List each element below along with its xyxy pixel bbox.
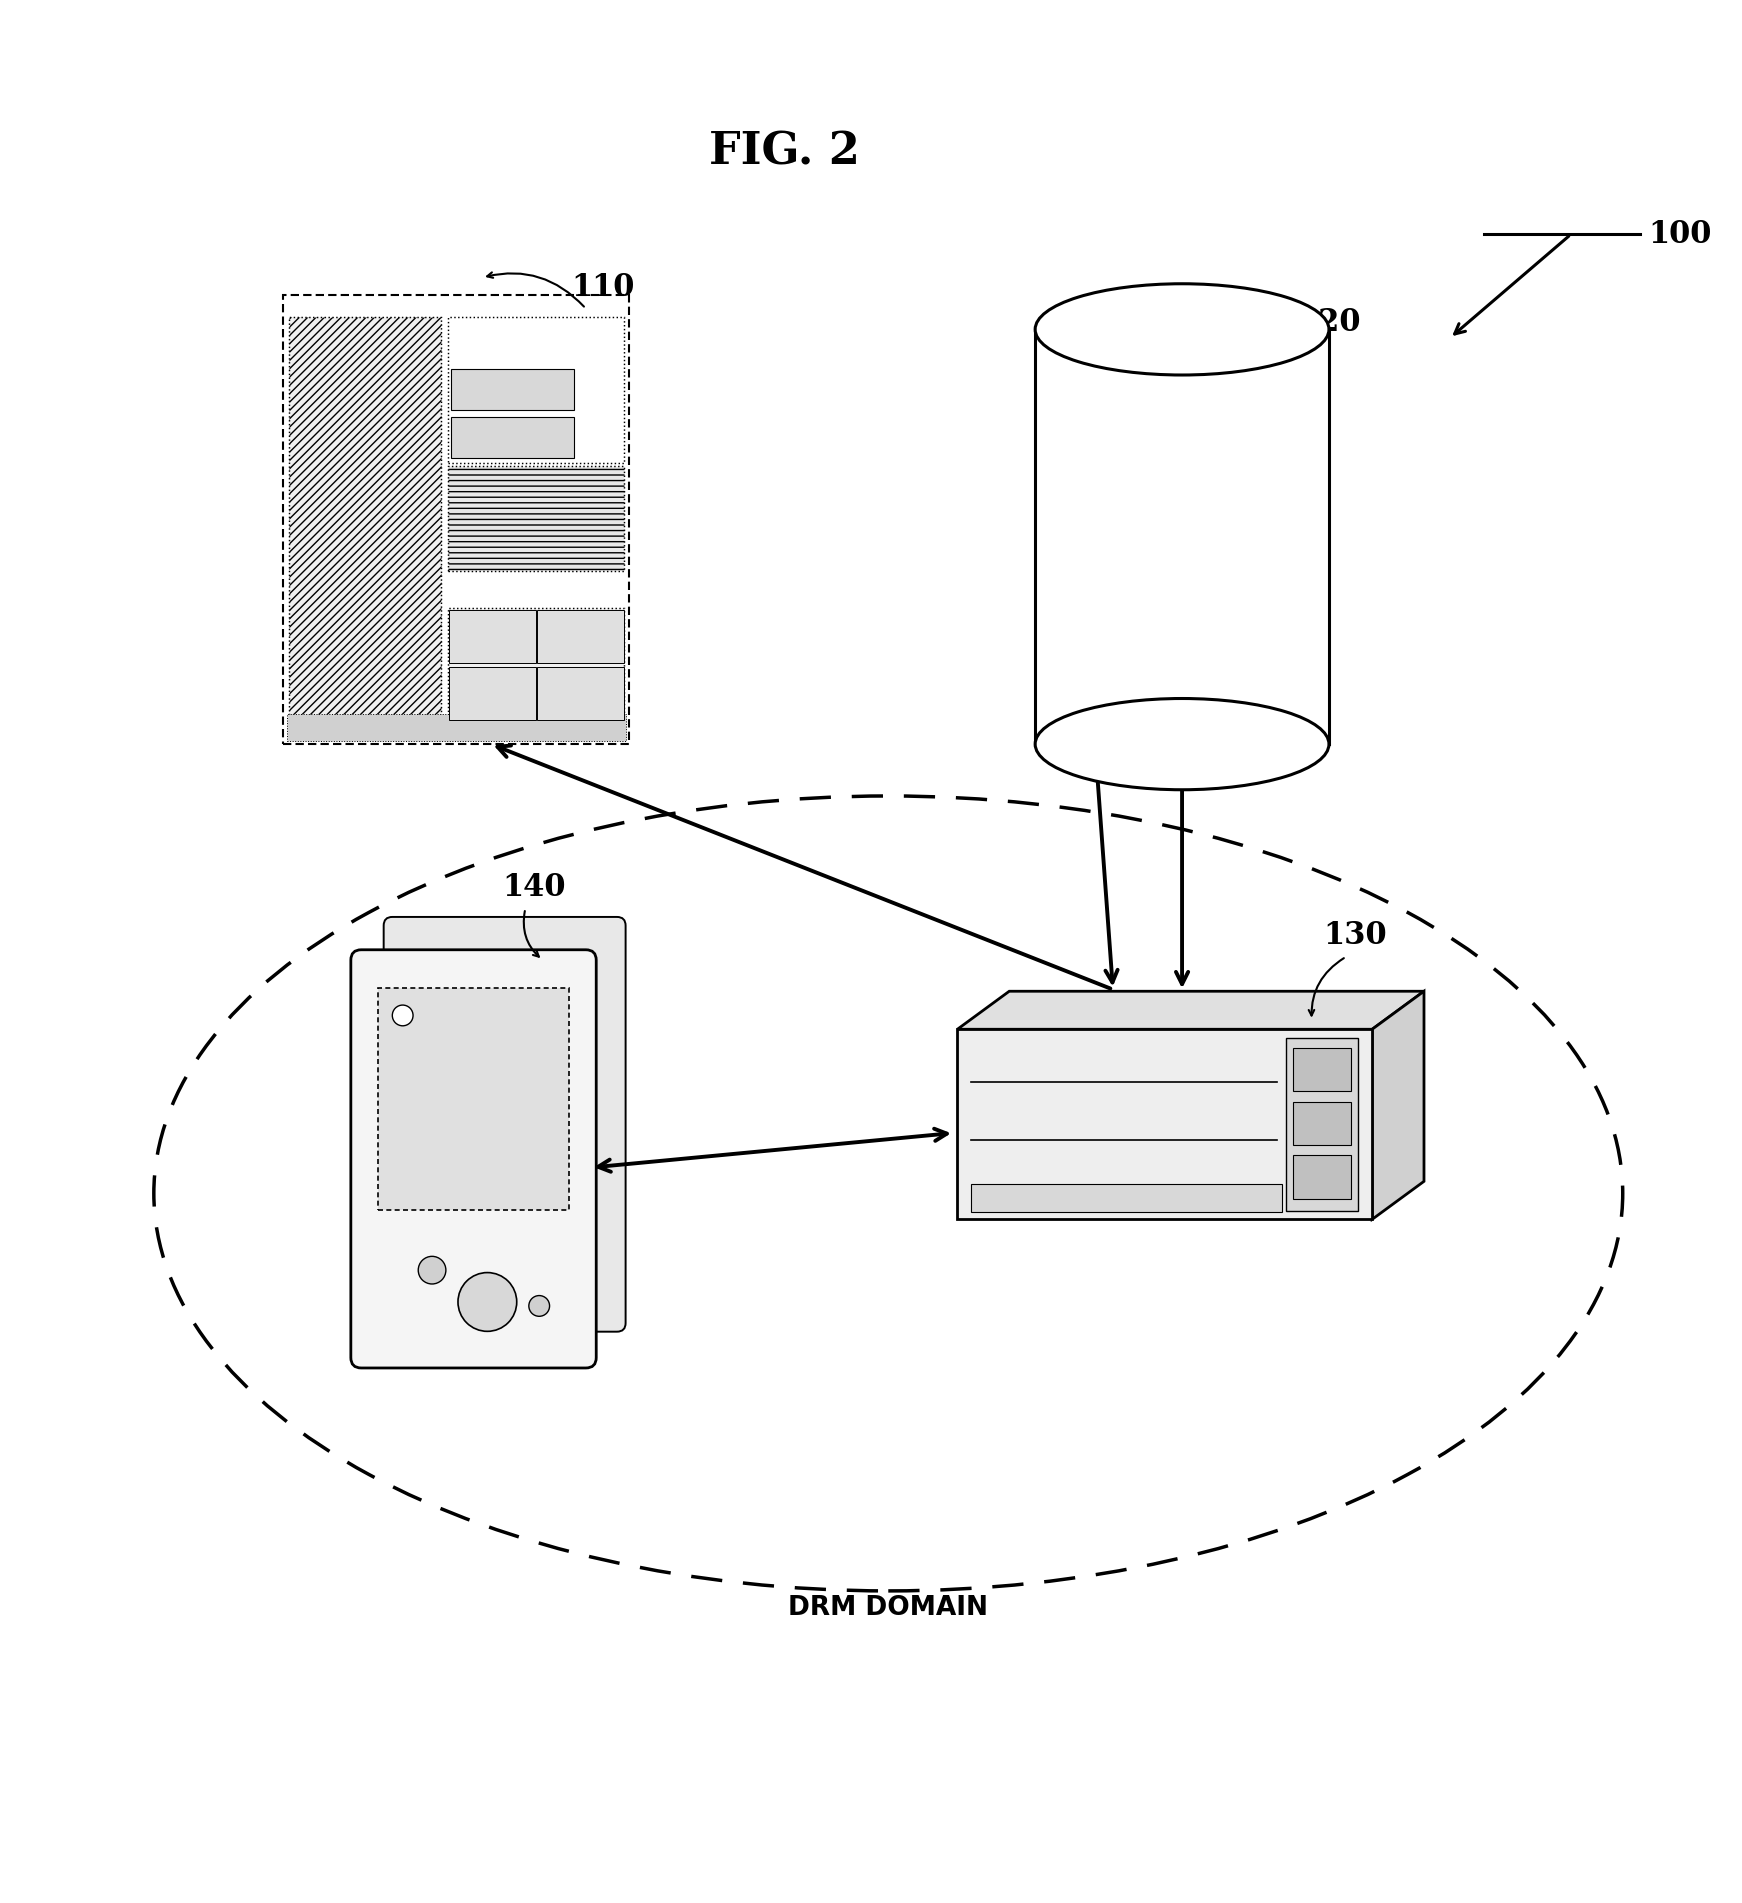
FancyBboxPatch shape [378,988,568,1210]
FancyBboxPatch shape [383,917,625,1332]
Bar [287,714,625,740]
Bar [451,417,575,459]
Bar [538,666,624,719]
Text: 110: 110 [571,272,634,303]
Bar [1286,1037,1359,1210]
Bar [538,611,624,664]
Text: 140: 140 [502,872,566,904]
Text: 130: 130 [1324,921,1387,952]
Bar [1293,1049,1352,1092]
Polygon shape [958,991,1423,1030]
Text: 100: 100 [1648,219,1712,249]
Bar [972,1184,1282,1212]
Bar [448,609,624,721]
Bar [448,466,624,571]
Circle shape [458,1273,517,1332]
Bar [958,1030,1373,1220]
Bar [1293,1155,1352,1199]
Bar [1035,329,1329,744]
Polygon shape [1373,991,1423,1220]
Circle shape [530,1296,549,1317]
Bar [1293,1102,1352,1146]
Bar [289,318,441,721]
Text: DRM DOMAIN: DRM DOMAIN [789,1595,988,1621]
Bar [449,611,537,664]
Ellipse shape [1035,284,1329,375]
Text: 120: 120 [1298,306,1361,339]
Bar [448,318,624,462]
Circle shape [392,1005,413,1026]
Text: FIG. 2: FIG. 2 [709,131,861,173]
Bar [451,369,575,409]
Circle shape [418,1256,446,1285]
Ellipse shape [1035,698,1329,790]
Bar [449,666,537,719]
Bar [284,295,629,744]
FancyBboxPatch shape [350,950,596,1368]
